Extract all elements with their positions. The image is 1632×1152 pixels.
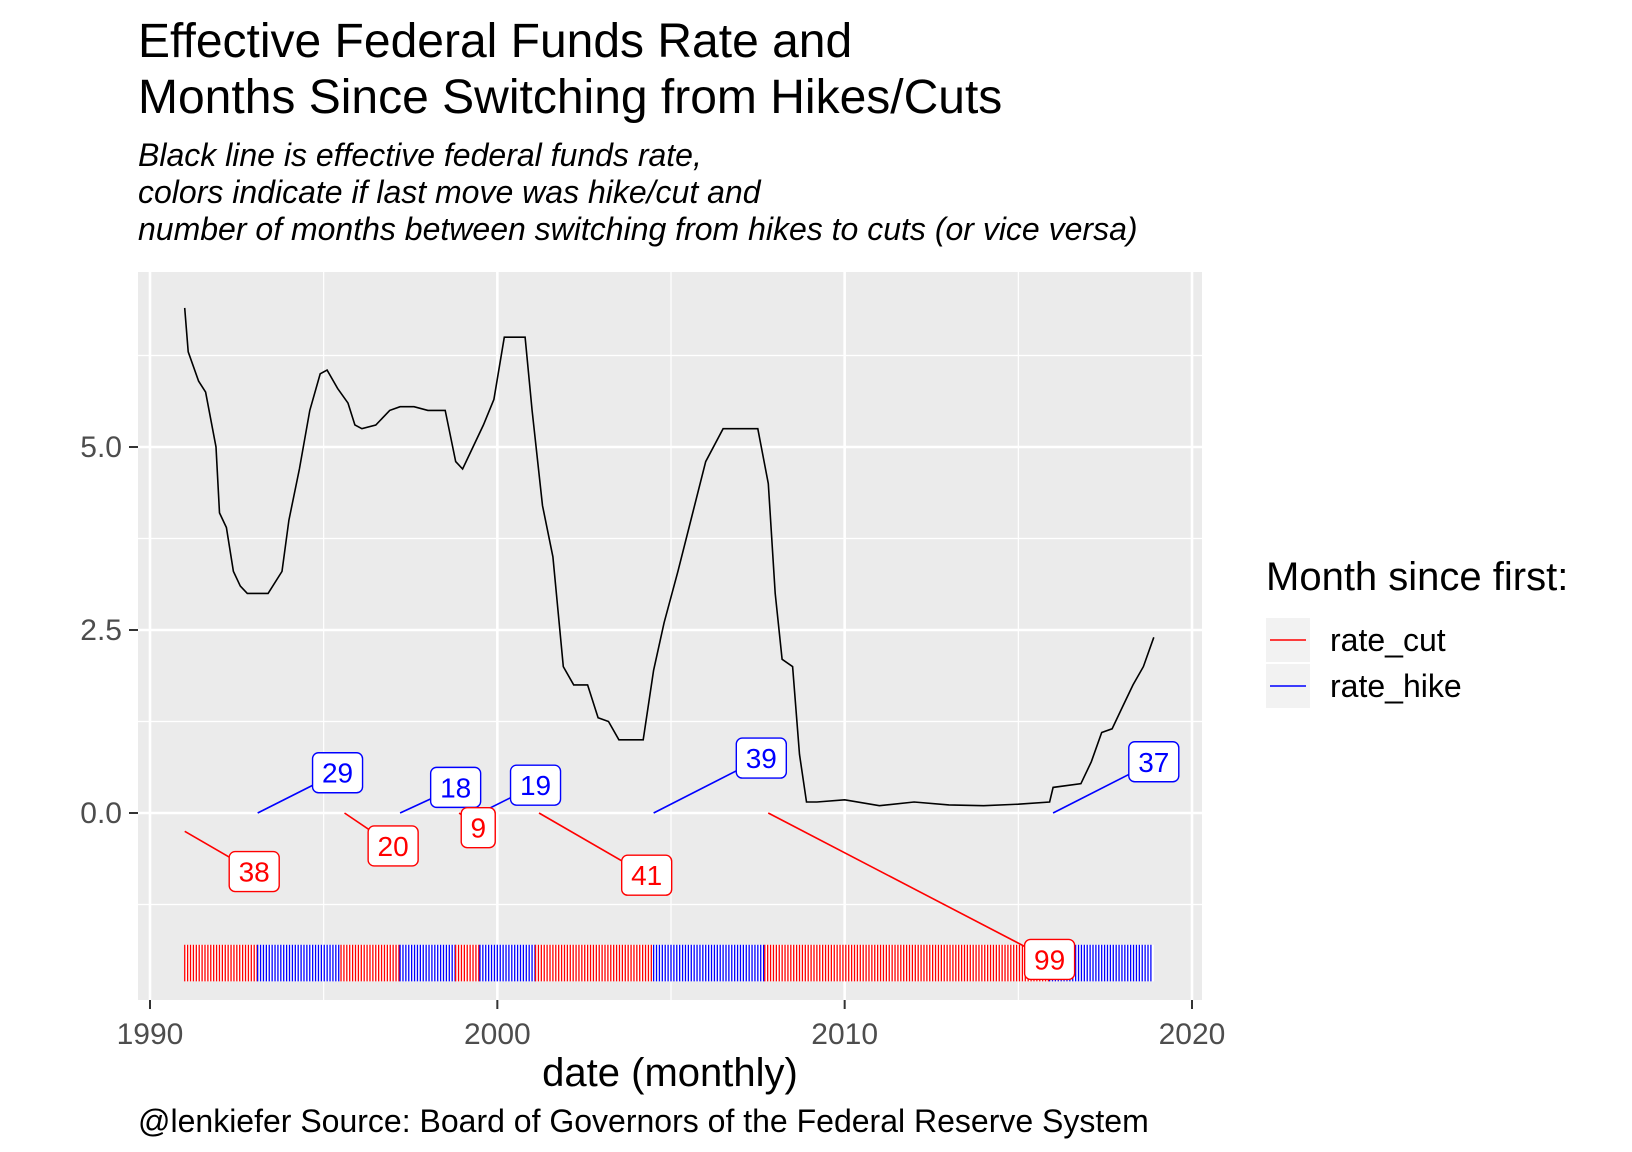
x-axis-title: date (monthly): [542, 1051, 798, 1095]
month-label-text: 39: [746, 743, 777, 774]
month-label-text: 20: [378, 831, 409, 862]
month-label: 18: [429, 766, 482, 809]
month-label-box: [429, 766, 482, 809]
month-label: 99: [1023, 938, 1076, 981]
x-tick-label: 2010: [811, 1018, 878, 1051]
month-label: 9: [460, 806, 496, 849]
regime-band-rate_hike: [257, 944, 342, 982]
month-label-text: 29: [322, 758, 353, 789]
rate-line: [183, 307, 1155, 807]
month-label-box: [509, 764, 562, 806]
month-label-box: [1023, 938, 1076, 981]
y-axis: 0.0 2.5 5.0: [80, 431, 138, 830]
month-label: 38: [228, 850, 280, 893]
month-label-text: 37: [1138, 747, 1169, 778]
caption: @lenkiefer Source: Board of Governors of…: [138, 1103, 1149, 1139]
month-label-text: 99: [1034, 944, 1065, 975]
x-tick-label: 2020: [1159, 1018, 1226, 1051]
month-labels: 38 29 20 18 9 19 41 39 99 37: [228, 737, 1180, 981]
month-label-text: 38: [239, 857, 270, 888]
month-label-text: 41: [631, 860, 662, 891]
y-tick-label: 0.0: [80, 797, 122, 830]
month-label: 29: [311, 752, 364, 794]
chart-subtitle-line-1: Black line is effective federal funds ra…: [138, 137, 702, 173]
month-label-box: [228, 850, 280, 893]
chart-subtitle-line-3: number of months between switching from …: [138, 211, 1138, 247]
chart-subtitle: Black line is effective federal funds ra…: [138, 137, 1138, 248]
month-label-text: 19: [520, 770, 551, 801]
legend-label-rate_hike: rate_hike: [1330, 668, 1462, 704]
y-tick-label: 5.0: [80, 431, 122, 464]
y-tick-label: 2.5: [80, 614, 122, 647]
x-tick-label: 2000: [464, 1018, 531, 1051]
grid-major: [138, 272, 1202, 1000]
month-label-box: [1128, 741, 1180, 783]
month-label-box: [620, 854, 673, 896]
chart-title-line-1: Effective Federal Funds Rate and: [138, 15, 853, 68]
month-label-text: 9: [470, 813, 486, 844]
month-label-box: [367, 825, 419, 867]
month-label-box: [735, 737, 788, 779]
month-label: 39: [735, 737, 788, 779]
month-label-box: [311, 752, 364, 794]
legend-label-rate_cut: rate_cut: [1330, 622, 1446, 658]
chart-subtitle-line-2: colors indicate if last move was hike/cu…: [138, 174, 761, 210]
grid-minor: [138, 272, 1202, 1000]
month-label: 20: [367, 825, 419, 867]
month-label: 37: [1128, 741, 1180, 783]
x-axis: 1990 2000 2010 2020: [117, 1000, 1226, 1051]
legend-title: Month since first:: [1266, 555, 1568, 599]
month-label: 41: [620, 854, 673, 896]
chart-title-line-2: Months Since Switching from Hikes/Cuts: [138, 71, 1003, 124]
x-tick-label: 1990: [117, 1018, 184, 1051]
label-segment: [767, 812, 1050, 961]
legend-items: rate_cut rate_hike: [1266, 618, 1462, 708]
month-label-box: [460, 806, 496, 849]
legend: Month since first: rate_cut rate_hike: [1266, 555, 1568, 708]
regime-rug: [184, 944, 1154, 982]
month-label-text: 18: [440, 772, 471, 803]
chart-title: Effective Federal Funds Rate and Months …: [138, 14, 1002, 126]
month-label: 19: [509, 764, 562, 806]
